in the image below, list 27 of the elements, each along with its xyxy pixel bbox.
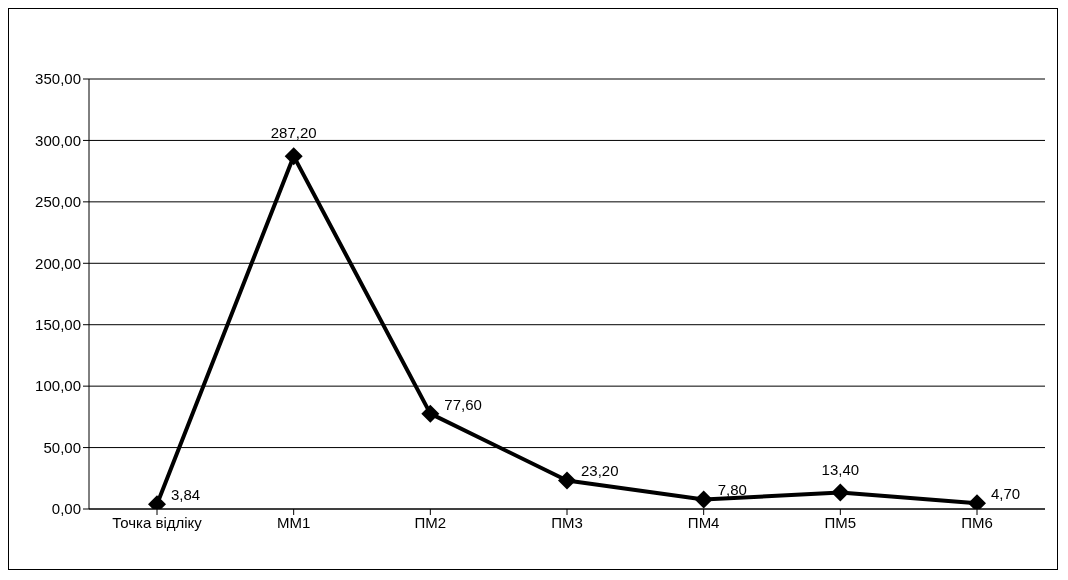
data-label: 3,84 — [171, 486, 201, 504]
x-tick-label: ММ1 — [276, 513, 311, 531]
point — [284, 147, 303, 166]
data-label: 4,70 — [991, 485, 1021, 503]
y-tick-label: 0,00 — [51, 500, 81, 518]
y-tick-label: 250,00 — [35, 193, 81, 211]
data-label: 287,20 — [270, 124, 317, 142]
y-tick-label: 50,00 — [43, 438, 81, 456]
data-label: 13,40 — [821, 460, 860, 478]
point — [421, 404, 440, 423]
y-tick-label: 100,00 — [35, 377, 81, 395]
point — [831, 483, 850, 502]
data-label: 7,80 — [717, 481, 747, 499]
x-tick-label: ПМ6 — [961, 513, 993, 531]
data-label: 77,60 — [444, 395, 482, 413]
y-tick-label: 150,00 — [35, 316, 81, 334]
x-tick-label: ПМ4 — [687, 513, 720, 531]
y-tick-label: 200,00 — [35, 254, 81, 272]
point — [558, 471, 576, 490]
y-tick-label: 300,00 — [35, 131, 81, 149]
y-tick-label: 350,00 — [35, 70, 81, 88]
data-label: 23,20 — [581, 462, 619, 480]
x-tick-label: Точка відліку — [112, 513, 203, 531]
x-tick-label: ПМ2 — [414, 513, 447, 531]
x-tick-label: ПМ5 — [824, 513, 857, 531]
point — [694, 490, 713, 509]
x-tick-label: ПМ3 — [551, 513, 583, 531]
